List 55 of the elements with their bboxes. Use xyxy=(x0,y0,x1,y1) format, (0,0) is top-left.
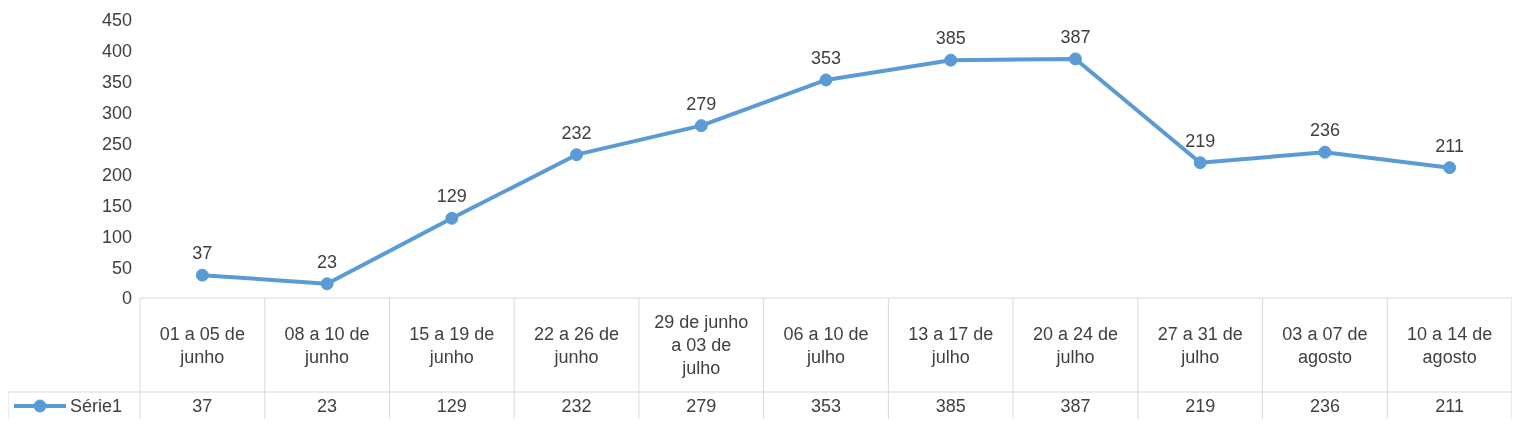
y-tick-label: 250 xyxy=(101,133,132,154)
y-tick-label: 100 xyxy=(101,226,132,247)
text: 23 xyxy=(317,396,338,416)
y-tick-label: 50 xyxy=(111,257,132,278)
text: 236 xyxy=(1309,396,1340,416)
point xyxy=(944,53,958,67)
y-tick-label: 200 xyxy=(101,164,132,185)
text: 129 xyxy=(436,396,467,416)
point xyxy=(694,119,708,133)
x-tick-label: 15 a 19 de junho xyxy=(409,323,495,367)
x-tick-label: 22 a 26 de junho xyxy=(534,323,620,367)
point xyxy=(1318,145,1332,159)
point xyxy=(819,73,833,87)
text: 211 xyxy=(1435,396,1464,416)
data-label: 387 xyxy=(1060,26,1091,47)
point xyxy=(570,148,584,162)
data-label: 23 xyxy=(317,251,338,272)
x-tick-label: 29 de junho a 03 de julho xyxy=(654,312,749,378)
x-tick-label: 06 a 10 de julho xyxy=(783,323,869,367)
data-label: 232 xyxy=(561,122,592,143)
data-label: 219 xyxy=(1185,130,1216,151)
y-tick-label: 350 xyxy=(101,72,132,93)
legend-label: Série1 xyxy=(70,396,123,416)
x-tick-label: 01 a 05 de junho xyxy=(159,323,245,367)
x-tick-label: 13 a 17 de julho xyxy=(908,323,994,367)
y-tick-label: 300 xyxy=(101,103,132,124)
point xyxy=(1068,52,1082,66)
x-tick-label: 27 a 31 de julho xyxy=(1157,323,1243,367)
data-label: 129 xyxy=(436,186,467,207)
data-label: 385 xyxy=(935,28,966,49)
data-label: 211 xyxy=(1435,135,1464,156)
text: 219 xyxy=(1185,396,1216,416)
text: 385 xyxy=(935,396,966,416)
point xyxy=(1193,156,1207,170)
x-tick-label: 08 a 10 de junho xyxy=(284,323,370,367)
text: 353 xyxy=(810,396,842,416)
point xyxy=(320,277,334,291)
text: 232 xyxy=(561,396,592,416)
data-label: 37 xyxy=(192,243,213,264)
data-label: 353 xyxy=(810,47,842,68)
y-tick-label: 450 xyxy=(101,10,132,31)
x-tick-label: 20 a 24 de julho xyxy=(1032,323,1118,367)
point xyxy=(195,268,209,282)
point xyxy=(1443,161,1457,175)
text: 279 xyxy=(686,396,717,416)
x-tick-label: 10 a 14 de agosto xyxy=(1407,323,1493,367)
y-tick-label: 0 xyxy=(121,288,132,309)
point xyxy=(445,211,459,225)
x-tick-label: 03 a 07 de agosto xyxy=(1282,323,1368,367)
y-tick-label: 150 xyxy=(101,195,132,216)
y-tick-label: 400 xyxy=(101,41,132,62)
data-label: 279 xyxy=(686,93,717,114)
text: 387 xyxy=(1060,396,1091,416)
data-label: 236 xyxy=(1309,120,1340,141)
text: 37 xyxy=(192,396,213,416)
